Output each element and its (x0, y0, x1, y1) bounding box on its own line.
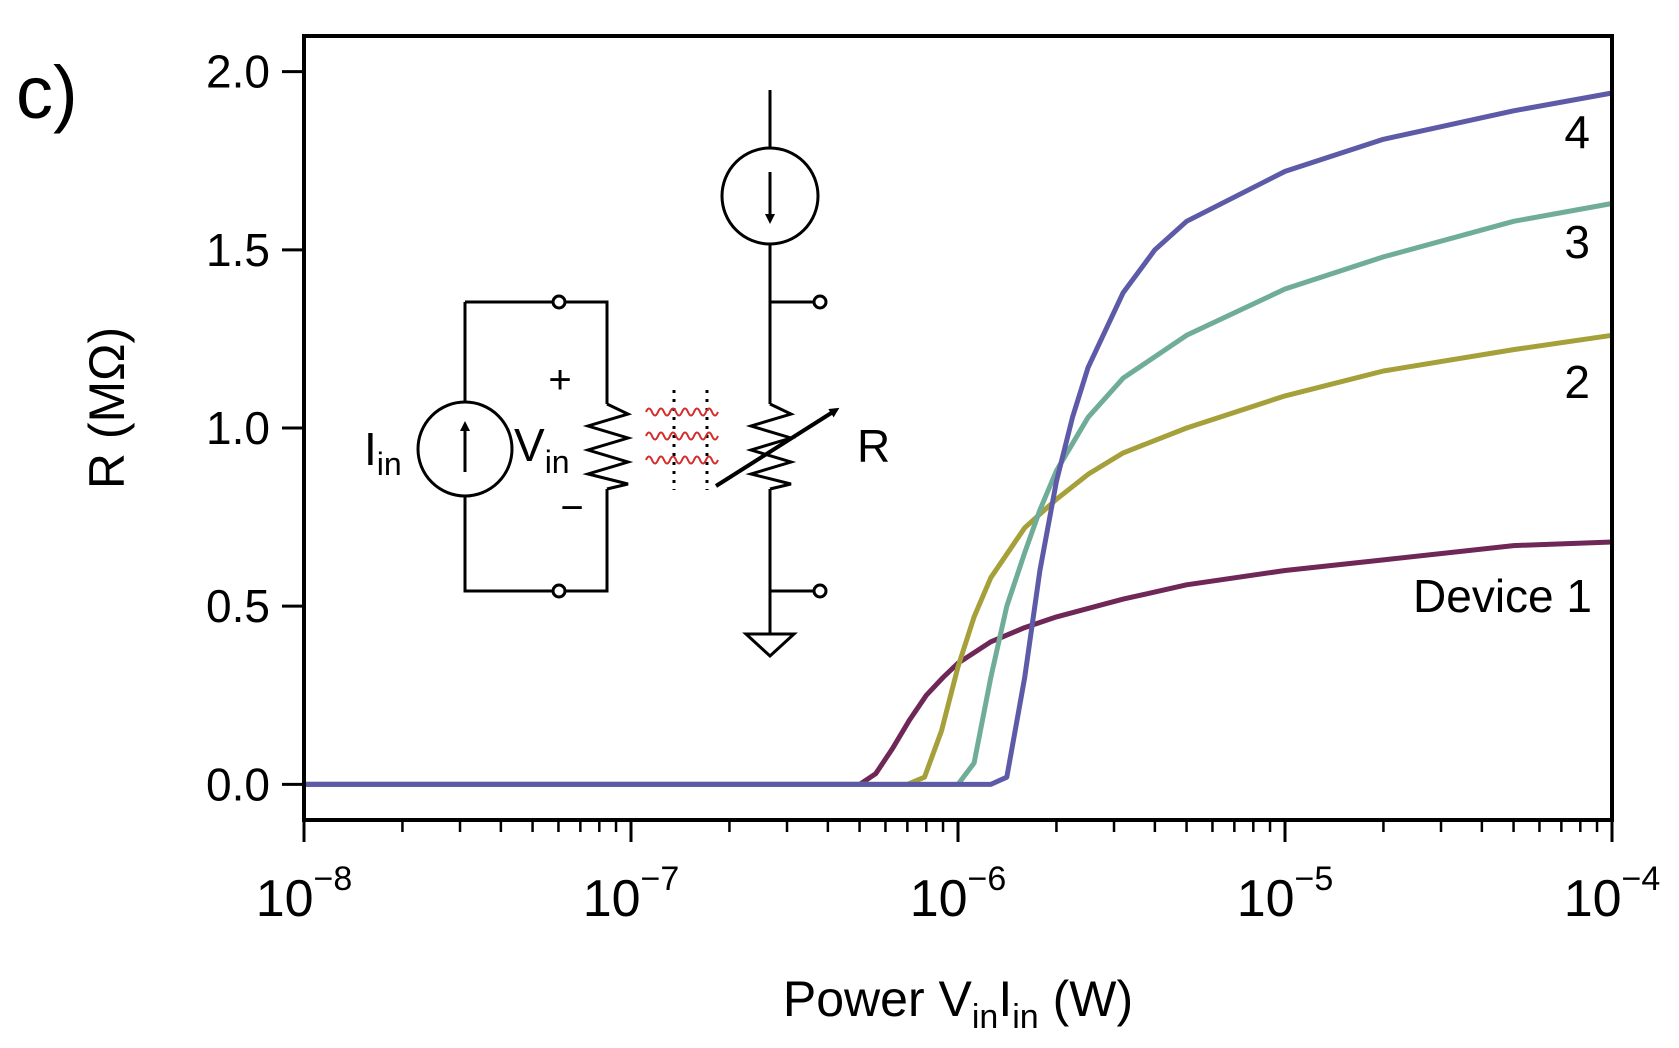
x-tick-exponent: −7 (641, 860, 680, 898)
inset-variable-arrow (714, 407, 840, 488)
inset-voltage-label-sub: in (545, 444, 570, 480)
inset-terminal-bottom-left (551, 583, 567, 599)
series-label-3: 3 (1564, 216, 1590, 268)
inset-voltage-label: Vin (514, 419, 570, 480)
series-label-device-1: Device 1 (1413, 570, 1592, 622)
inset-plus-sign: + (548, 358, 571, 402)
x-axis-label-pre: Power V (783, 971, 973, 1027)
y-axis-label: R (MΩ) (79, 327, 135, 489)
x-tick-base: 10 (256, 870, 314, 928)
x-tick-label: 10−6 (910, 860, 1007, 928)
heat-squiggles (645, 407, 719, 465)
tick-layer: 10−8 10−7 10−6 10−5 10−40.00.51.01.52.0 (206, 46, 1660, 928)
inset-source-label-sub: in (377, 446, 402, 482)
inset-heater-resistor (582, 402, 634, 491)
inset-variable-resistor (745, 402, 797, 491)
y-tick-label: 1.5 (206, 224, 270, 276)
series-line-1 (304, 539, 1613, 787)
heat-wave (645, 407, 719, 417)
y-tick-label: 1.0 (206, 402, 270, 454)
series-layer (304, 90, 1613, 787)
x-tick-label: 10−4 (1564, 860, 1661, 928)
x-tick-base: 10 (1237, 870, 1295, 928)
inset-ground-icon (742, 632, 798, 659)
series-line-3 (304, 201, 1613, 787)
inset-left-loop (463, 300, 609, 593)
inset-terminal-top-right (812, 294, 828, 310)
x-tick-base: 10 (910, 870, 968, 928)
inset-terminal-top-left (551, 294, 567, 310)
inset-minus-sign: − (560, 486, 583, 530)
inset-circuit (416, 90, 840, 659)
x-tick-exponent: −5 (1295, 860, 1334, 898)
series-label-2: 2 (1564, 356, 1590, 408)
x-tick-base: 10 (583, 870, 641, 928)
x-tick-base: 10 (1564, 870, 1622, 928)
panel-label: c) (16, 51, 78, 134)
series-line-4 (304, 90, 1613, 787)
x-tick-label: 10−8 (256, 860, 353, 928)
series-line-2 (304, 332, 1613, 787)
y-tick-label: 0.5 (206, 580, 270, 632)
x-axis-label-sub2: in (1012, 998, 1038, 1036)
inset-terminal-bottom-right (812, 583, 828, 599)
heat-wave (645, 455, 719, 465)
x-tick-exponent: −4 (1622, 860, 1661, 898)
inset-resistor-label: R (857, 420, 890, 472)
x-tick-exponent: −8 (314, 860, 353, 898)
heat-wave (645, 431, 719, 441)
x-tick-exponent: −6 (968, 860, 1007, 898)
series-label-4: 4 (1564, 106, 1590, 158)
inset-source-label-main: I (364, 423, 377, 475)
x-tick-label: 10−5 (1237, 860, 1334, 928)
inset-source-label: Iin (364, 423, 402, 482)
x-axis-label-sub1: in (972, 998, 998, 1036)
x-tick-label: 10−7 (583, 860, 680, 928)
inset-right-branch (768, 90, 814, 634)
y-tick-label: 0.0 (206, 758, 270, 810)
x-axis-label-post: (W) (1039, 971, 1133, 1027)
x-axis-label-mid: I (998, 971, 1012, 1027)
y-tick-label: 2.0 (206, 46, 270, 98)
x-axis-label: Power VinIin (W) (783, 971, 1133, 1036)
inset-voltage-label-main: V (514, 419, 545, 471)
